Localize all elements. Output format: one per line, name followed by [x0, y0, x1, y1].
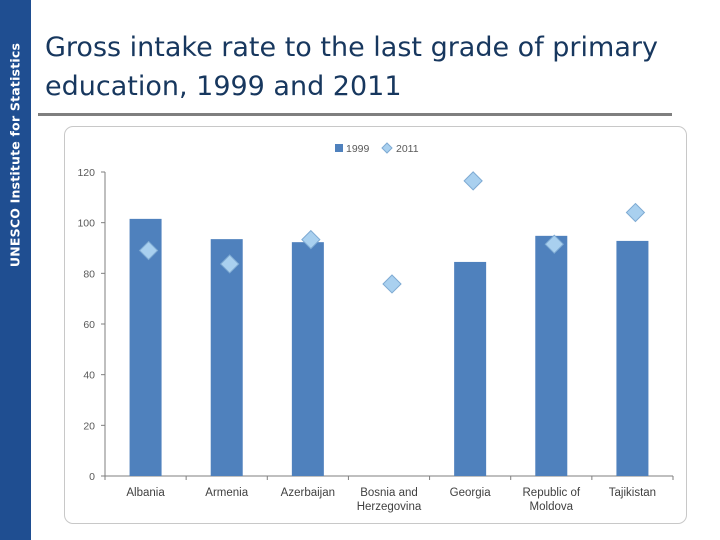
sidebar-band: UNESCO Institute for Statistics — [0, 0, 31, 540]
bar-1999 — [129, 218, 162, 476]
x-tick-label: Bosnia and — [360, 487, 418, 499]
title-divider — [38, 113, 672, 116]
y-tick-label: 100 — [77, 218, 95, 230]
point-2011 — [301, 229, 321, 250]
x-tick-label: Armenia — [205, 487, 248, 499]
page-title: Gross intake rate to the last grade of p… — [45, 32, 658, 102]
legend-label-2011: 2011 — [396, 143, 419, 155]
y-tick-label: 60 — [83, 319, 95, 331]
y-tick-label: 40 — [83, 370, 95, 382]
x-tick-label: Albania — [126, 487, 165, 499]
bar-1999 — [616, 240, 649, 476]
x-tick-label: Herzegovina — [357, 501, 422, 513]
x-tick-label: Georgia — [450, 487, 492, 499]
legend-label-1999: 1999 — [346, 143, 370, 155]
legend-swatch-2011 — [381, 142, 393, 154]
x-tick-label: Moldova — [530, 501, 574, 513]
chart-frame: 0 20 40 60 80 100 120 Albania Armenia Azerbaijan B… — [64, 126, 687, 524]
chart: 0 20 40 60 80 100 120 Albania Armenia Azerbaijan B… — [77, 142, 674, 513]
bar-1999 — [291, 242, 324, 476]
point-2011 — [220, 254, 240, 274]
legend-swatch-1999 — [335, 144, 343, 152]
point-2011 — [382, 274, 402, 294]
y-tick-label: 0 — [89, 471, 95, 483]
y-tick-label: 20 — [83, 420, 95, 432]
x-tick-label: Tajikistan — [609, 487, 656, 499]
bar-1999 — [535, 235, 568, 476]
x-tick-label: Republic of — [523, 487, 581, 499]
point-2011 — [463, 171, 483, 191]
y-tick-label: 120 — [77, 167, 95, 179]
bar-1999 — [210, 239, 243, 476]
bar-1999 — [454, 261, 487, 476]
point-2011 — [625, 202, 646, 223]
point-2011 — [544, 234, 564, 254]
point-2011 — [138, 240, 159, 261]
y-tick-label: 80 — [83, 268, 95, 280]
x-tick-label: Azerbaijan — [281, 487, 335, 499]
sidebar-label: UNESCO Institute for Statistics — [7, 42, 23, 268]
